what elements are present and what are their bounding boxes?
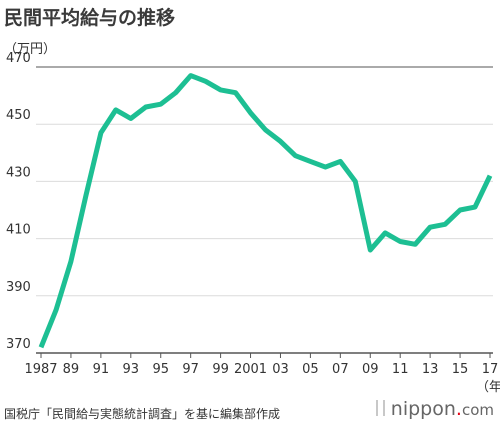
x-tick-2001: 2001: [234, 362, 267, 377]
x-tick-1999: 99: [212, 362, 229, 377]
y-tick-470: 470: [6, 51, 31, 66]
x-tick-2015: 15: [452, 362, 469, 377]
x-tick-2009: 09: [362, 362, 379, 377]
x-tick-2007: 07: [332, 362, 349, 377]
y-tick-370: 370: [6, 337, 31, 352]
x-tick-2003: 03: [272, 362, 289, 377]
x-axis-unit-label: （年）: [476, 380, 500, 395]
y-tick-390: 390: [6, 280, 31, 295]
chart-title: 民間平均給与の推移: [4, 7, 176, 29]
x-tick-1993: 93: [123, 362, 140, 377]
x-tick-1987: 1987: [24, 362, 57, 377]
series-line-0: [38, 73, 493, 349]
logo-name: nippon: [390, 398, 456, 420]
logo-suffix: com: [461, 401, 494, 419]
series-line-group: [38, 73, 493, 349]
nippon-logo: nippon.com: [375, 398, 494, 420]
y-tick-450: 450: [6, 108, 31, 123]
y-tick-labels: 370 390 410 430 450 470: [6, 51, 31, 352]
x-tick-1991: 91: [93, 362, 110, 377]
x-tick-2017: 17: [482, 362, 499, 377]
logo-mark-icon: [375, 400, 385, 416]
y-axis-unit-label: （万円）: [4, 42, 57, 57]
y-tick-410: 410: [6, 223, 31, 238]
grid-lines: [36, 66, 493, 354]
x-tick-1995: 95: [152, 362, 169, 377]
y-tick-430: 430: [6, 165, 31, 180]
x-tick-1997: 97: [182, 362, 199, 377]
x-tick-labels: 1987 89 91 93 95 97 99 2001 03 05 07 09 11 13 15 17: [24, 353, 498, 377]
logo-dot: .: [455, 398, 462, 420]
x-tick-2005: 05: [302, 362, 319, 377]
line-chart: 370 390 410 430 450 470 1987 89 91 93 95 97 99 2001 0…: [6, 51, 500, 395]
x-tick-2011: 11: [392, 362, 409, 377]
source-note: 国税庁「民間給与実態統計調査」を基に編集部作成: [4, 407, 281, 421]
x-tick-1989: 89: [63, 362, 80, 377]
x-tick-2013: 13: [422, 362, 439, 377]
